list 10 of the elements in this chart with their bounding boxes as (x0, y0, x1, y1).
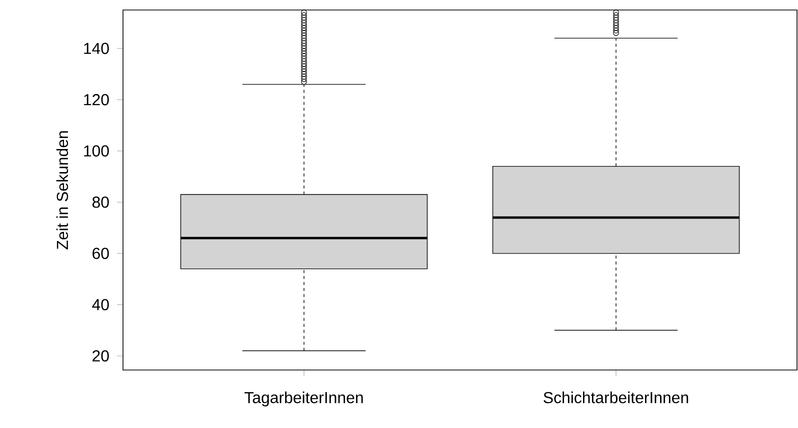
y-axis-title: Zeit in Sekunden (56, 131, 68, 250)
x-tick-label: SchichtarbeiterInnen (544, 392, 688, 404)
y-tick-label: 60 (92, 248, 109, 260)
y-tick-label: 40 (92, 299, 109, 310)
y-tick-label: 80 (92, 196, 109, 208)
y-tick-label: 140 (84, 42, 109, 54)
x-tick-label: TagarbeiterInnen (244, 392, 363, 406)
y-tick-label: 20 (92, 350, 109, 362)
y-tick-label: 120 (84, 94, 109, 106)
y-tick-label: 100 (84, 145, 109, 157)
